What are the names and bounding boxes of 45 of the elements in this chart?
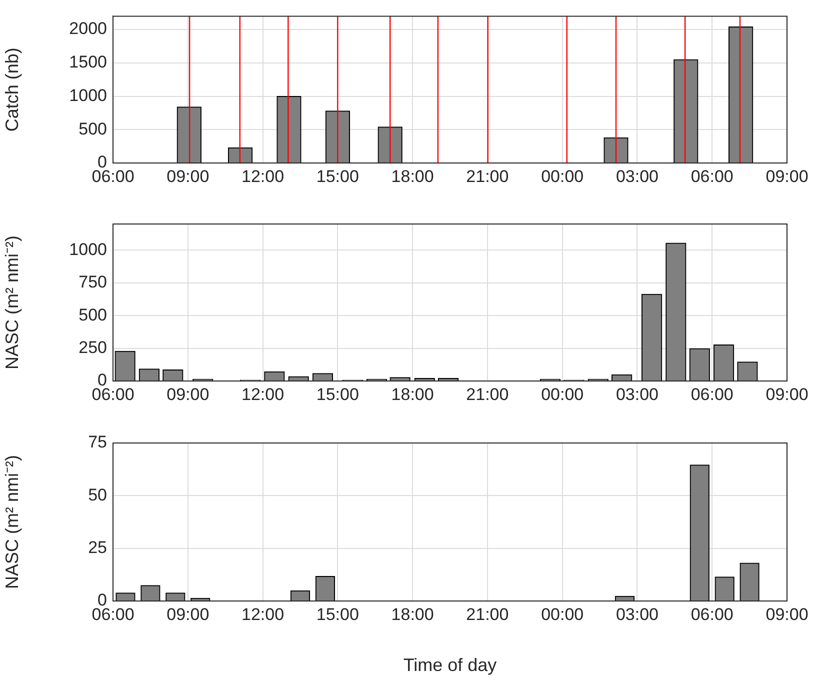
y-tick-label: 500 [78, 305, 107, 324]
x-tick-label: 09:00 [166, 384, 210, 404]
x-tick-label: 21:00 [466, 384, 509, 404]
x-tick-label: 00:00 [541, 384, 584, 404]
x-tick-label: 18:00 [391, 384, 434, 404]
x-tick-label: 21:00 [466, 604, 509, 624]
x-tick-label: 18:00 [391, 604, 434, 624]
x-tick-label: 03:00 [616, 384, 658, 404]
x-tick-label: 15:00 [316, 384, 359, 404]
y-tick-label: 250 [78, 338, 107, 357]
x-tick-label: 12:00 [242, 604, 284, 624]
y-tick-label: 750 [78, 272, 107, 292]
x-tick-label: 09:00 [166, 604, 210, 624]
x-tick-label: 09:00 [766, 384, 808, 404]
x-tick-label: 03:00 [616, 166, 658, 186]
x-tick-label: 06:00 [690, 384, 734, 404]
x-tick-label: 06:00 [92, 166, 134, 186]
y-tick-label: 75 [88, 432, 107, 452]
y-tick-label: 50 [88, 485, 107, 504]
x-tick-label: 06:00 [92, 604, 134, 624]
y-axis-title: NASC (m² nmi⁻²) [2, 455, 22, 589]
x-tick-label: 15:00 [316, 166, 359, 186]
x-tick-label: 09:00 [166, 166, 210, 186]
y-tick-label: 1500 [69, 52, 107, 72]
x-tick-label: 00:00 [541, 166, 584, 186]
y-axis-title: Catch (nb) [2, 48, 22, 132]
x-tick-label: 06:00 [690, 604, 734, 624]
x-tick-label: 06:00 [690, 166, 734, 186]
x-tick-label: 15:00 [316, 604, 359, 624]
x-tick-label: 09:00 [766, 604, 808, 624]
x-axis-title: Time of day [403, 655, 497, 676]
x-tick-label: 09:00 [766, 166, 808, 186]
x-tick-label: 03:00 [616, 604, 658, 624]
x-tick-label: 06:00 [92, 384, 134, 404]
x-tick-label: 18:00 [391, 166, 434, 186]
x-tick-label: 00:00 [541, 604, 584, 624]
y-tick-label: 500 [78, 119, 107, 138]
y-tick-label: 2000 [69, 19, 107, 38]
y-tick-label: 25 [88, 538, 107, 558]
x-tick-label: 21:00 [466, 166, 509, 186]
x-tick-label: 12:00 [242, 384, 284, 404]
y-tick-label: 1000 [69, 240, 107, 259]
y-axis-title: NASC (m² nmi⁻²) [2, 236, 22, 370]
x-tick-label: 12:00 [242, 166, 284, 186]
y-tick-label: 1000 [69, 86, 107, 105]
